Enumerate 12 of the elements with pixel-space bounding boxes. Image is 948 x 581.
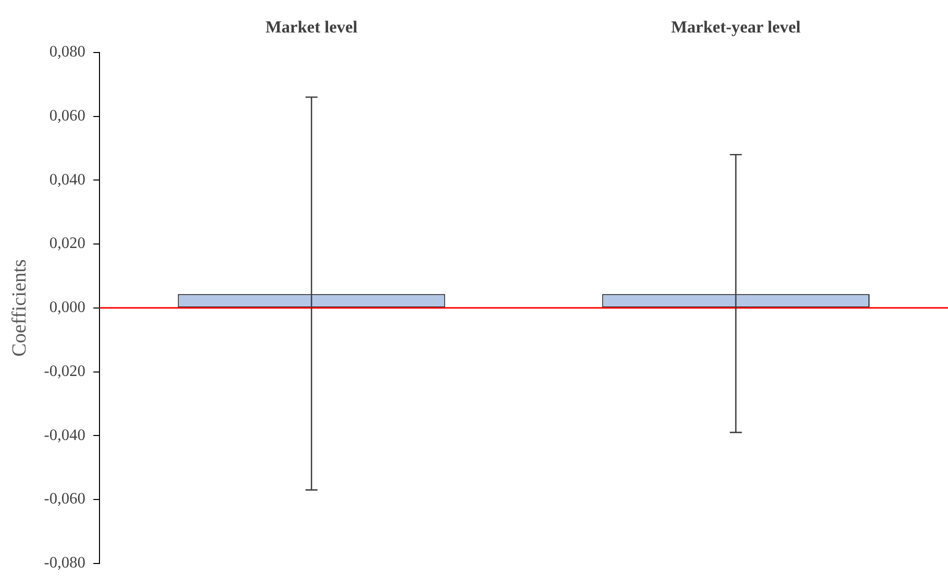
y-tick-label: 0,080 [49, 44, 86, 61]
y-tick-label: 0,000 [49, 299, 86, 316]
y-tick-label: 0,020 [49, 235, 86, 252]
y-tick-label: 0,040 [49, 171, 86, 188]
y-axis-title: Coefficients [8, 258, 30, 357]
y-tick-label: -0,060 [44, 490, 86, 508]
x-tick-label: Market level [265, 18, 358, 37]
y-tick-label: -0,020 [44, 362, 86, 380]
y-tick-label: 0,060 [49, 107, 86, 124]
y-tick-label: -0,080 [44, 554, 86, 572]
y-tick-label: -0,040 [44, 426, 86, 444]
x-tick-label: Market-year level [671, 18, 801, 37]
